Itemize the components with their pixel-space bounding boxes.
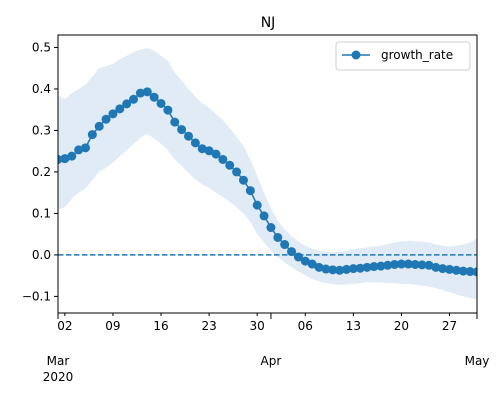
data-point [287,247,297,257]
y-tick-label: 0.2 [32,165,51,179]
data-point [190,138,200,148]
data-point [438,264,448,274]
data-point [355,263,365,273]
data-point [218,154,228,164]
data-point [307,259,317,269]
y-tick-label: 0.0 [32,248,51,262]
data-point [94,121,104,131]
data-point [87,130,97,140]
data-point [259,211,269,221]
legend-frame [335,41,471,71]
y-tick-label: 0.5 [32,40,51,54]
legend: growth_rate [335,41,471,71]
data-point [156,98,166,108]
data-point [273,232,283,242]
data-point [383,260,393,270]
data-point [177,125,187,135]
data-point [341,264,351,274]
data-point [362,262,372,272]
x-minor-tick-label: 06 [298,319,313,333]
data-point [252,200,262,210]
x-minor-tick-label: 30 [250,319,265,333]
data-point [465,267,475,277]
data-point [238,175,248,185]
data-point [396,259,406,269]
data-point [74,145,84,155]
data-point [142,87,152,97]
data-point [67,151,77,161]
data-point [445,264,455,274]
x-minor-tick-label: 16 [153,319,168,333]
data-point [204,146,214,156]
data-point [60,154,70,164]
chart-title: NJ [261,15,276,31]
data-point [232,167,242,177]
data-point [451,265,461,275]
x-minor-tick-label: 09 [105,319,120,333]
x-minor-tick-label: 13 [346,319,361,333]
data-point [170,117,180,127]
data-point [390,259,400,269]
data-point [403,259,413,269]
plot-area [58,48,477,300]
data-point [135,88,145,98]
data-point [369,262,379,272]
axes: −0.1 0.0 0.1 0.2 0.3 0.4 0.5 02 09 16 23 30 06 13 20 27… [22,34,490,384]
y-tick-label: 0.4 [32,82,51,96]
x-major-tick-sublabel: 2020 [43,370,74,384]
y-tick-label: −0.1 [22,289,51,303]
data-point [314,262,324,272]
data-point [300,256,310,266]
confidence-band [58,48,477,300]
data-point [211,149,221,159]
data-point [293,252,303,262]
data-point [472,267,477,277]
data-point [424,260,434,270]
x-major-tick-label: May [465,354,490,368]
data-point [245,186,255,196]
data-point [101,114,111,124]
legend-label-growth-rate: growth_rate [381,48,453,62]
data-point [163,105,173,115]
data-point [266,223,276,233]
y-tick-label: 0.3 [32,123,51,137]
plot-content [58,48,477,300]
data-point [280,240,290,250]
data-point [376,261,386,271]
data-point [225,160,235,170]
plot-frame [57,34,478,314]
x-minor-tick-label: 20 [394,319,409,333]
data-point [122,99,132,109]
data-point [458,266,468,276]
data-point [149,92,159,102]
data-point [197,144,207,154]
data-point [80,143,90,153]
data-point [108,109,118,119]
data-point [115,104,125,114]
x-major-tick-label: Mar [47,354,70,368]
x-minor-tick-label: 27 [442,319,457,333]
data-point [129,94,139,104]
data-point [328,265,338,275]
legend-marker-swatch [351,50,361,60]
x-minor-tick-label: 23 [201,319,216,333]
y-tick-label: 0.1 [32,206,51,220]
x-major-tick-label: Apr [261,354,282,368]
data-point [431,262,441,272]
x-minor-tick-label: 02 [57,319,72,333]
data-point [335,265,345,275]
data-point [321,264,331,274]
data-point [410,259,420,269]
data-point [184,131,194,141]
data-point [417,260,427,270]
data-point [348,264,358,274]
